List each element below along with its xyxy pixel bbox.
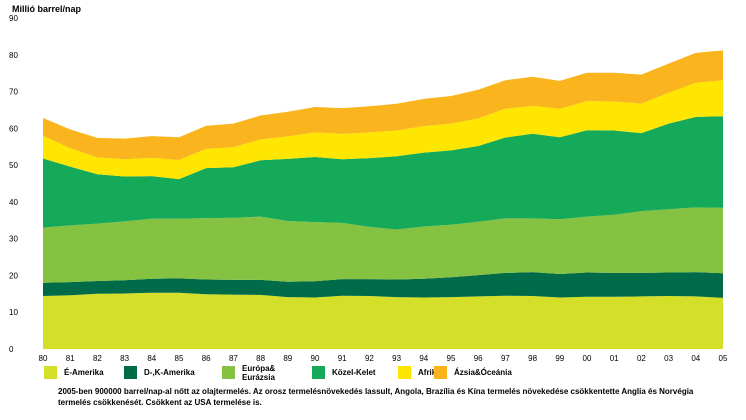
x-tick-label: 02 <box>637 354 646 362</box>
x-tick-label: 85 <box>175 354 184 362</box>
legend-label: Ázsia&Óceánia <box>454 368 512 377</box>
x-tick-labels: 80 81 82 83 84 85 86 87 88 89 90 91 92 93 94 95 96 97 98 99… <box>39 354 728 362</box>
area-series-5 <box>43 50 723 160</box>
y-tick-label: 30 <box>9 235 18 244</box>
legend-label: Afrika <box>418 368 441 377</box>
x-tick-label: 00 <box>583 354 592 362</box>
x-tick-label: 90 <box>311 354 320 362</box>
legend-label-line-1: Európa& <box>242 364 276 373</box>
legend-label: Európa& Eurázsia <box>242 364 275 382</box>
x-tick-label: 99 <box>555 354 564 362</box>
legend-swatch <box>434 366 447 379</box>
y-tick-label: 10 <box>9 308 18 317</box>
x-tick-label: 94 <box>419 354 428 362</box>
area-series-0 <box>43 292 723 349</box>
x-tick-label: 87 <box>229 354 238 362</box>
x-tick-label: 80 <box>39 354 48 362</box>
legend-swatch <box>312 366 325 379</box>
y-tick-labels: 0 10 20 30 40 50 60 70 80 90 <box>9 14 18 354</box>
legend: É-Amerika D-,K-Amerika Európa& Eurázsia … <box>40 364 740 384</box>
x-tick-label: 98 <box>528 354 537 362</box>
y-tick-label: 70 <box>9 88 18 97</box>
x-tick-label: 05 <box>719 354 728 362</box>
x-tick-label: 88 <box>256 354 265 362</box>
x-tick-label: 89 <box>283 354 292 362</box>
x-tick-label: 83 <box>120 354 129 362</box>
x-tick-label: 01 <box>610 354 619 362</box>
legend-label-line-2: Eurázsia <box>242 373 275 382</box>
y-tick-label: 60 <box>9 124 18 133</box>
legend-label: D-,K-Amerika <box>144 368 195 377</box>
y-tick-label: 90 <box>9 14 18 23</box>
y-tick-label: 20 <box>9 271 18 280</box>
y-tick-label: 0 <box>9 345 14 354</box>
area-series-4 <box>43 80 723 180</box>
x-tick-label: 92 <box>365 354 374 362</box>
legend-swatch <box>222 366 235 379</box>
legend-swatch <box>44 366 57 379</box>
legend-label: É-Amerika <box>64 368 104 377</box>
area-series-group <box>43 50 723 349</box>
y-tick-label: 50 <box>9 161 18 170</box>
x-tick-label: 03 <box>664 354 673 362</box>
x-tick-label: 95 <box>447 354 456 362</box>
x-tick-label: 81 <box>66 354 75 362</box>
area-series-3 <box>43 116 723 230</box>
y-tick-label: 40 <box>9 198 18 207</box>
x-tick-label: 91 <box>338 354 347 362</box>
y-axis-title: Millió barrel/nap <box>12 4 82 14</box>
x-tick-label: 04 <box>691 354 700 362</box>
x-tick-label: 97 <box>501 354 510 362</box>
area-series-2 <box>43 207 723 283</box>
x-tick-label: 93 <box>392 354 401 362</box>
x-tick-label: 84 <box>147 354 156 362</box>
x-tick-label: 82 <box>93 354 102 362</box>
legend-swatch <box>398 366 411 379</box>
x-tick-label: 86 <box>202 354 211 362</box>
y-tick-label: 80 <box>9 51 18 60</box>
legend-label: Közel-Kelet <box>332 368 376 377</box>
area-series-1 <box>43 272 723 298</box>
x-tick-label: 96 <box>474 354 483 362</box>
legend-swatch <box>124 366 137 379</box>
chart-caption: 2005-ben 900000 barrel/nap-al nőtt az ol… <box>58 387 694 407</box>
